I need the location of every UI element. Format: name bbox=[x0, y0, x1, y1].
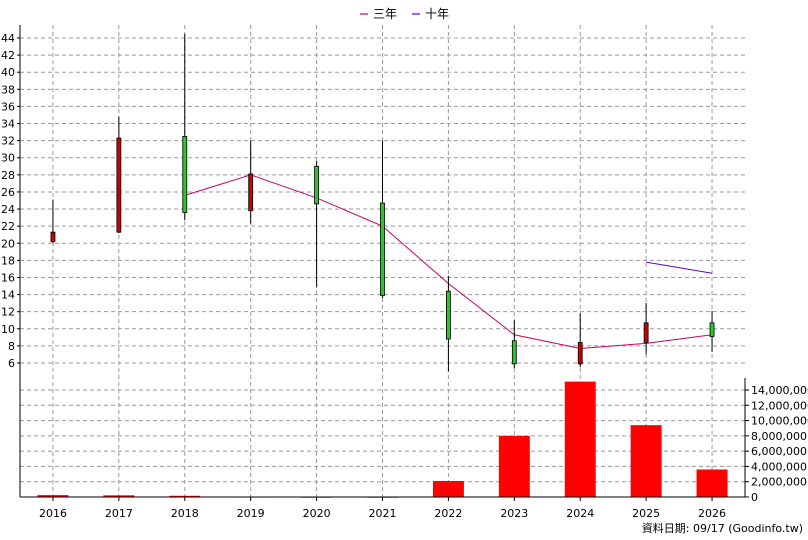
candlestick bbox=[182, 33, 188, 221]
price-tick-label: 32 bbox=[1, 135, 15, 148]
price-tick-label: 16 bbox=[1, 271, 15, 284]
volume-tick-label: 8,000,000 bbox=[751, 430, 807, 443]
ma-line-10yr bbox=[646, 261, 713, 274]
candlestick bbox=[248, 140, 254, 224]
candle-body bbox=[709, 322, 715, 337]
price-tick-label: 12 bbox=[1, 306, 15, 319]
volume-tick-label: 12,000,000 bbox=[751, 399, 808, 412]
volume-bar bbox=[630, 425, 662, 497]
candlestick bbox=[380, 140, 385, 298]
candle-body bbox=[248, 173, 254, 212]
candlestick bbox=[709, 310, 715, 352]
volume-bar bbox=[498, 435, 530, 497]
volume-bar bbox=[696, 469, 728, 497]
volume-bar bbox=[103, 495, 135, 497]
x-tick-label: 2018 bbox=[171, 507, 199, 520]
candle-body bbox=[50, 231, 56, 242]
volume-bar bbox=[564, 381, 596, 497]
price-tick-label: 40 bbox=[1, 66, 15, 79]
plot-frame bbox=[19, 25, 746, 498]
volume-bars bbox=[37, 381, 728, 498]
candle-body bbox=[182, 135, 188, 213]
volume-tick-label: 10,000,000 bbox=[751, 415, 808, 428]
legend-label: 十年 bbox=[425, 7, 449, 21]
price-tick-label: 42 bbox=[1, 49, 15, 62]
volume-tick-label: 6,000,000 bbox=[751, 445, 807, 458]
x-tick-label: 2025 bbox=[632, 507, 660, 520]
volume-tick-label: 2,000,000 bbox=[751, 476, 807, 489]
data-date-footer: 資料日期: 09/17 (Goodinfo.tw) bbox=[642, 521, 803, 535]
price-tick-label: 14 bbox=[1, 289, 15, 302]
volume-bar bbox=[169, 495, 201, 497]
x-axis-ticks: 2016 2017 2018 2019 2020 2021 2022 2023 2024 2025… bbox=[39, 497, 726, 520]
price-tick-label: 38 bbox=[1, 83, 15, 96]
price-tick-label: 28 bbox=[1, 169, 15, 182]
volume-tick-label: 14,000,000 bbox=[751, 384, 808, 397]
candle-body bbox=[314, 165, 319, 205]
price-tick-label: 8 bbox=[8, 340, 15, 353]
volume-tick-label: 0 bbox=[751, 491, 758, 504]
candle-body bbox=[643, 322, 649, 343]
grid bbox=[20, 25, 745, 497]
price-tick-label: 6 bbox=[8, 357, 15, 370]
price-tick-label: 22 bbox=[1, 220, 15, 233]
x-tick-label: 2024 bbox=[566, 507, 594, 520]
legend: 三年 十年 bbox=[360, 7, 449, 21]
candle-body bbox=[577, 342, 583, 365]
price-tick-label: 18 bbox=[1, 254, 15, 267]
volume-axis-ticks: 0 2,000,000 4,000,000 6,000,000 8,000,000 10,… bbox=[745, 384, 808, 504]
x-tick-label: 2022 bbox=[434, 507, 462, 520]
price-tick-label: 34 bbox=[1, 118, 15, 131]
x-tick-label: 2021 bbox=[369, 507, 397, 520]
candle-body bbox=[446, 290, 451, 340]
volume-bar bbox=[432, 480, 464, 497]
candlestick bbox=[50, 199, 56, 244]
candlesticks bbox=[50, 33, 715, 372]
price-tick-label: 44 bbox=[1, 32, 15, 45]
candle-body bbox=[380, 202, 385, 296]
price-tick-label: 36 bbox=[1, 100, 15, 113]
x-tick-label: 2017 bbox=[105, 507, 133, 520]
candle-body bbox=[116, 137, 122, 233]
candle-body bbox=[511, 340, 517, 365]
volume-bar bbox=[37, 495, 69, 497]
price-tick-label: 24 bbox=[1, 203, 15, 216]
candlestick bbox=[116, 116, 122, 233]
x-tick-label: 2016 bbox=[39, 507, 67, 520]
candlestick bbox=[577, 313, 583, 368]
candlestick bbox=[314, 161, 319, 287]
price-tick-label: 10 bbox=[1, 323, 15, 336]
x-tick-label: 2023 bbox=[500, 507, 528, 520]
legend-label: 三年 bbox=[373, 7, 397, 21]
candlestick bbox=[643, 303, 649, 355]
x-tick-label: 2019 bbox=[237, 507, 265, 520]
price-axis-ticks: 6 8 10 12 14 16 18 20 22 24 26 28 30 32 34 36 38 40 42 44 bbox=[1, 32, 20, 370]
candlestick bbox=[446, 275, 451, 372]
volume-tick-label: 4,000,000 bbox=[751, 460, 807, 473]
price-tick-label: 26 bbox=[1, 186, 15, 199]
x-tick-label: 2026 bbox=[698, 507, 726, 520]
price-tick-label: 20 bbox=[1, 237, 15, 250]
candlestick bbox=[511, 320, 517, 369]
x-tick-label: 2020 bbox=[303, 507, 331, 520]
price-tick-label: 30 bbox=[1, 152, 15, 165]
